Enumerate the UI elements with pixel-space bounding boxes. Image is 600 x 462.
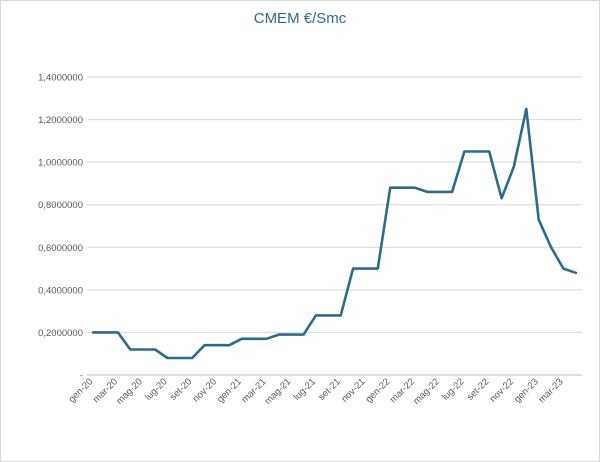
y-tick-label: 0,4000000 bbox=[38, 285, 83, 296]
y-tick-label: 0,2000000 bbox=[38, 328, 83, 339]
x-tick-label: mag-22 bbox=[411, 376, 442, 407]
x-tick-label: lug-22 bbox=[440, 376, 466, 402]
y-tick-label: - bbox=[80, 371, 83, 382]
x-tick-label: nov-21 bbox=[339, 376, 367, 404]
y-tick-label: 0,6000000 bbox=[38, 243, 83, 254]
series-line-0 bbox=[91, 107, 578, 360]
x-tick-label: gen-21 bbox=[215, 376, 244, 405]
y-tick-label: 1,4000000 bbox=[38, 73, 83, 84]
x-tick-label: mar-23 bbox=[537, 376, 566, 405]
x-tick-label: gen-23 bbox=[512, 376, 541, 405]
x-tick-label: lug-21 bbox=[292, 376, 318, 402]
x-tick-label: mag-20 bbox=[114, 376, 145, 407]
chart-title: CMEM €/Smc bbox=[253, 10, 347, 27]
x-tick-label: set-20 bbox=[168, 376, 194, 402]
x-tick-label: lug-20 bbox=[143, 376, 169, 402]
y-tick-label: 0,8000000 bbox=[38, 200, 83, 211]
x-tick-label: nov-22 bbox=[488, 376, 516, 404]
x-tick-label: gen-22 bbox=[364, 376, 393, 405]
y-tick-label: 1,0000000 bbox=[38, 158, 83, 169]
x-tick-label: nov-20 bbox=[191, 376, 219, 404]
x-tick-label: set-22 bbox=[465, 376, 491, 402]
x-tick-label: mag-21 bbox=[263, 376, 294, 407]
x-tick-label: set-21 bbox=[316, 376, 342, 402]
y-tick-label: 1,2000000 bbox=[38, 115, 83, 126]
